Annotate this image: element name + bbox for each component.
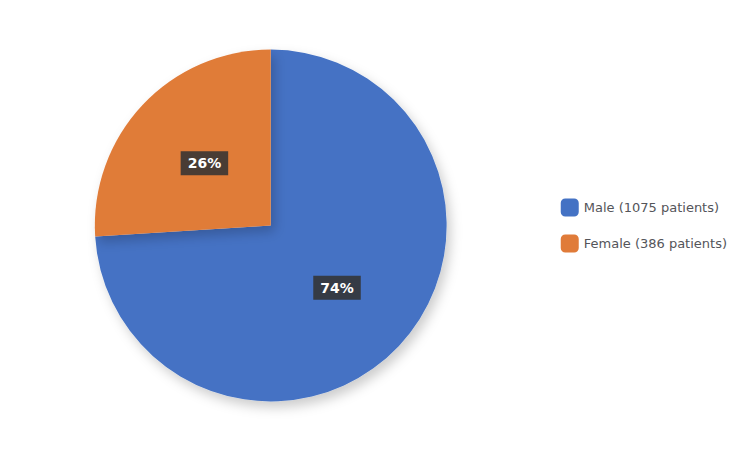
svg-text:74%: 74%: [320, 280, 354, 296]
svg-text:Male (1075 patients): Male (1075 patients): [584, 200, 719, 215]
svg-text:26%: 26%: [188, 155, 222, 171]
svg-text:Female (386 patients): Female (386 patients): [584, 236, 727, 251]
